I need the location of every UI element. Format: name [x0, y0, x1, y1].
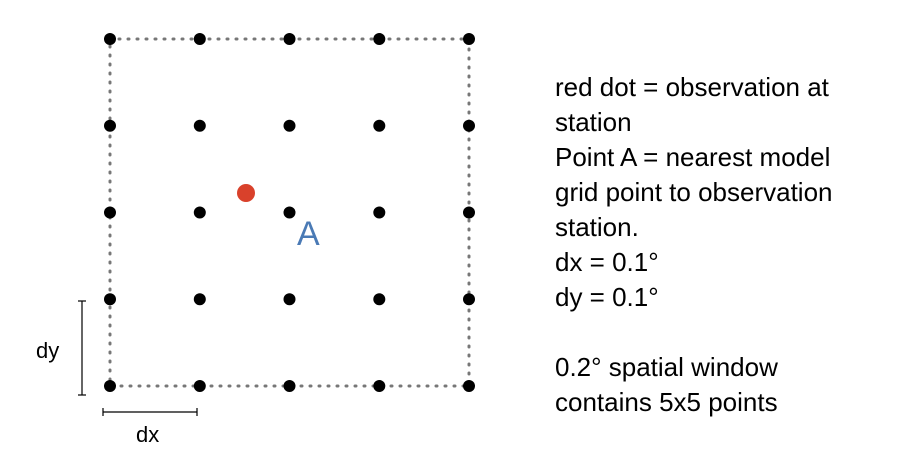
grid-point — [104, 293, 116, 306]
grid-point — [283, 119, 296, 132]
grid-point — [463, 206, 475, 219]
dy-scale-marker — [78, 300, 86, 396]
grid-point — [104, 380, 116, 392]
grid-point — [463, 293, 475, 306]
grid-point — [193, 33, 206, 45]
grid-point — [463, 380, 475, 392]
grid-point — [373, 293, 386, 306]
grid-point — [193, 206, 206, 219]
legend-line-station: station — [555, 107, 632, 137]
grid-point — [193, 293, 206, 306]
legend-spacer — [555, 315, 900, 350]
legend-line-dx: dx = 0.1° — [555, 247, 659, 277]
grid-point — [373, 119, 386, 132]
grid-point — [283, 33, 296, 45]
legend-line-station-end: station. — [555, 212, 639, 242]
grid-points — [104, 33, 475, 392]
grid-point — [463, 33, 475, 45]
dy-label: dy — [36, 338, 59, 363]
point-a-label: A — [297, 215, 320, 253]
grid-point — [283, 293, 296, 306]
grid-point — [373, 380, 386, 392]
legend-line-dy: dy = 0.1° — [555, 282, 659, 312]
observation-dot — [237, 184, 255, 202]
grid-point — [104, 206, 116, 219]
dx-label: dx — [136, 422, 159, 447]
legend-line-grid-point: grid point to observation — [555, 177, 833, 207]
legend-line-points: contains 5x5 points — [555, 387, 778, 417]
grid-point — [193, 119, 206, 132]
legend-text: red dot = observation at station Point A… — [555, 70, 900, 420]
legend-line-point-a: Point A = nearest model — [555, 142, 831, 172]
legend-line-observation: red dot = observation at — [555, 72, 829, 102]
dx-scale-marker — [102, 408, 198, 416]
grid-point — [283, 206, 296, 219]
grid-point — [193, 380, 206, 392]
legend-line-window: 0.2° spatial window — [555, 352, 778, 382]
grid-point — [104, 119, 116, 132]
grid-point — [283, 380, 296, 392]
grid-point — [463, 119, 475, 132]
grid-point — [373, 206, 386, 219]
grid-point — [104, 33, 116, 45]
grid-point — [373, 33, 386, 45]
